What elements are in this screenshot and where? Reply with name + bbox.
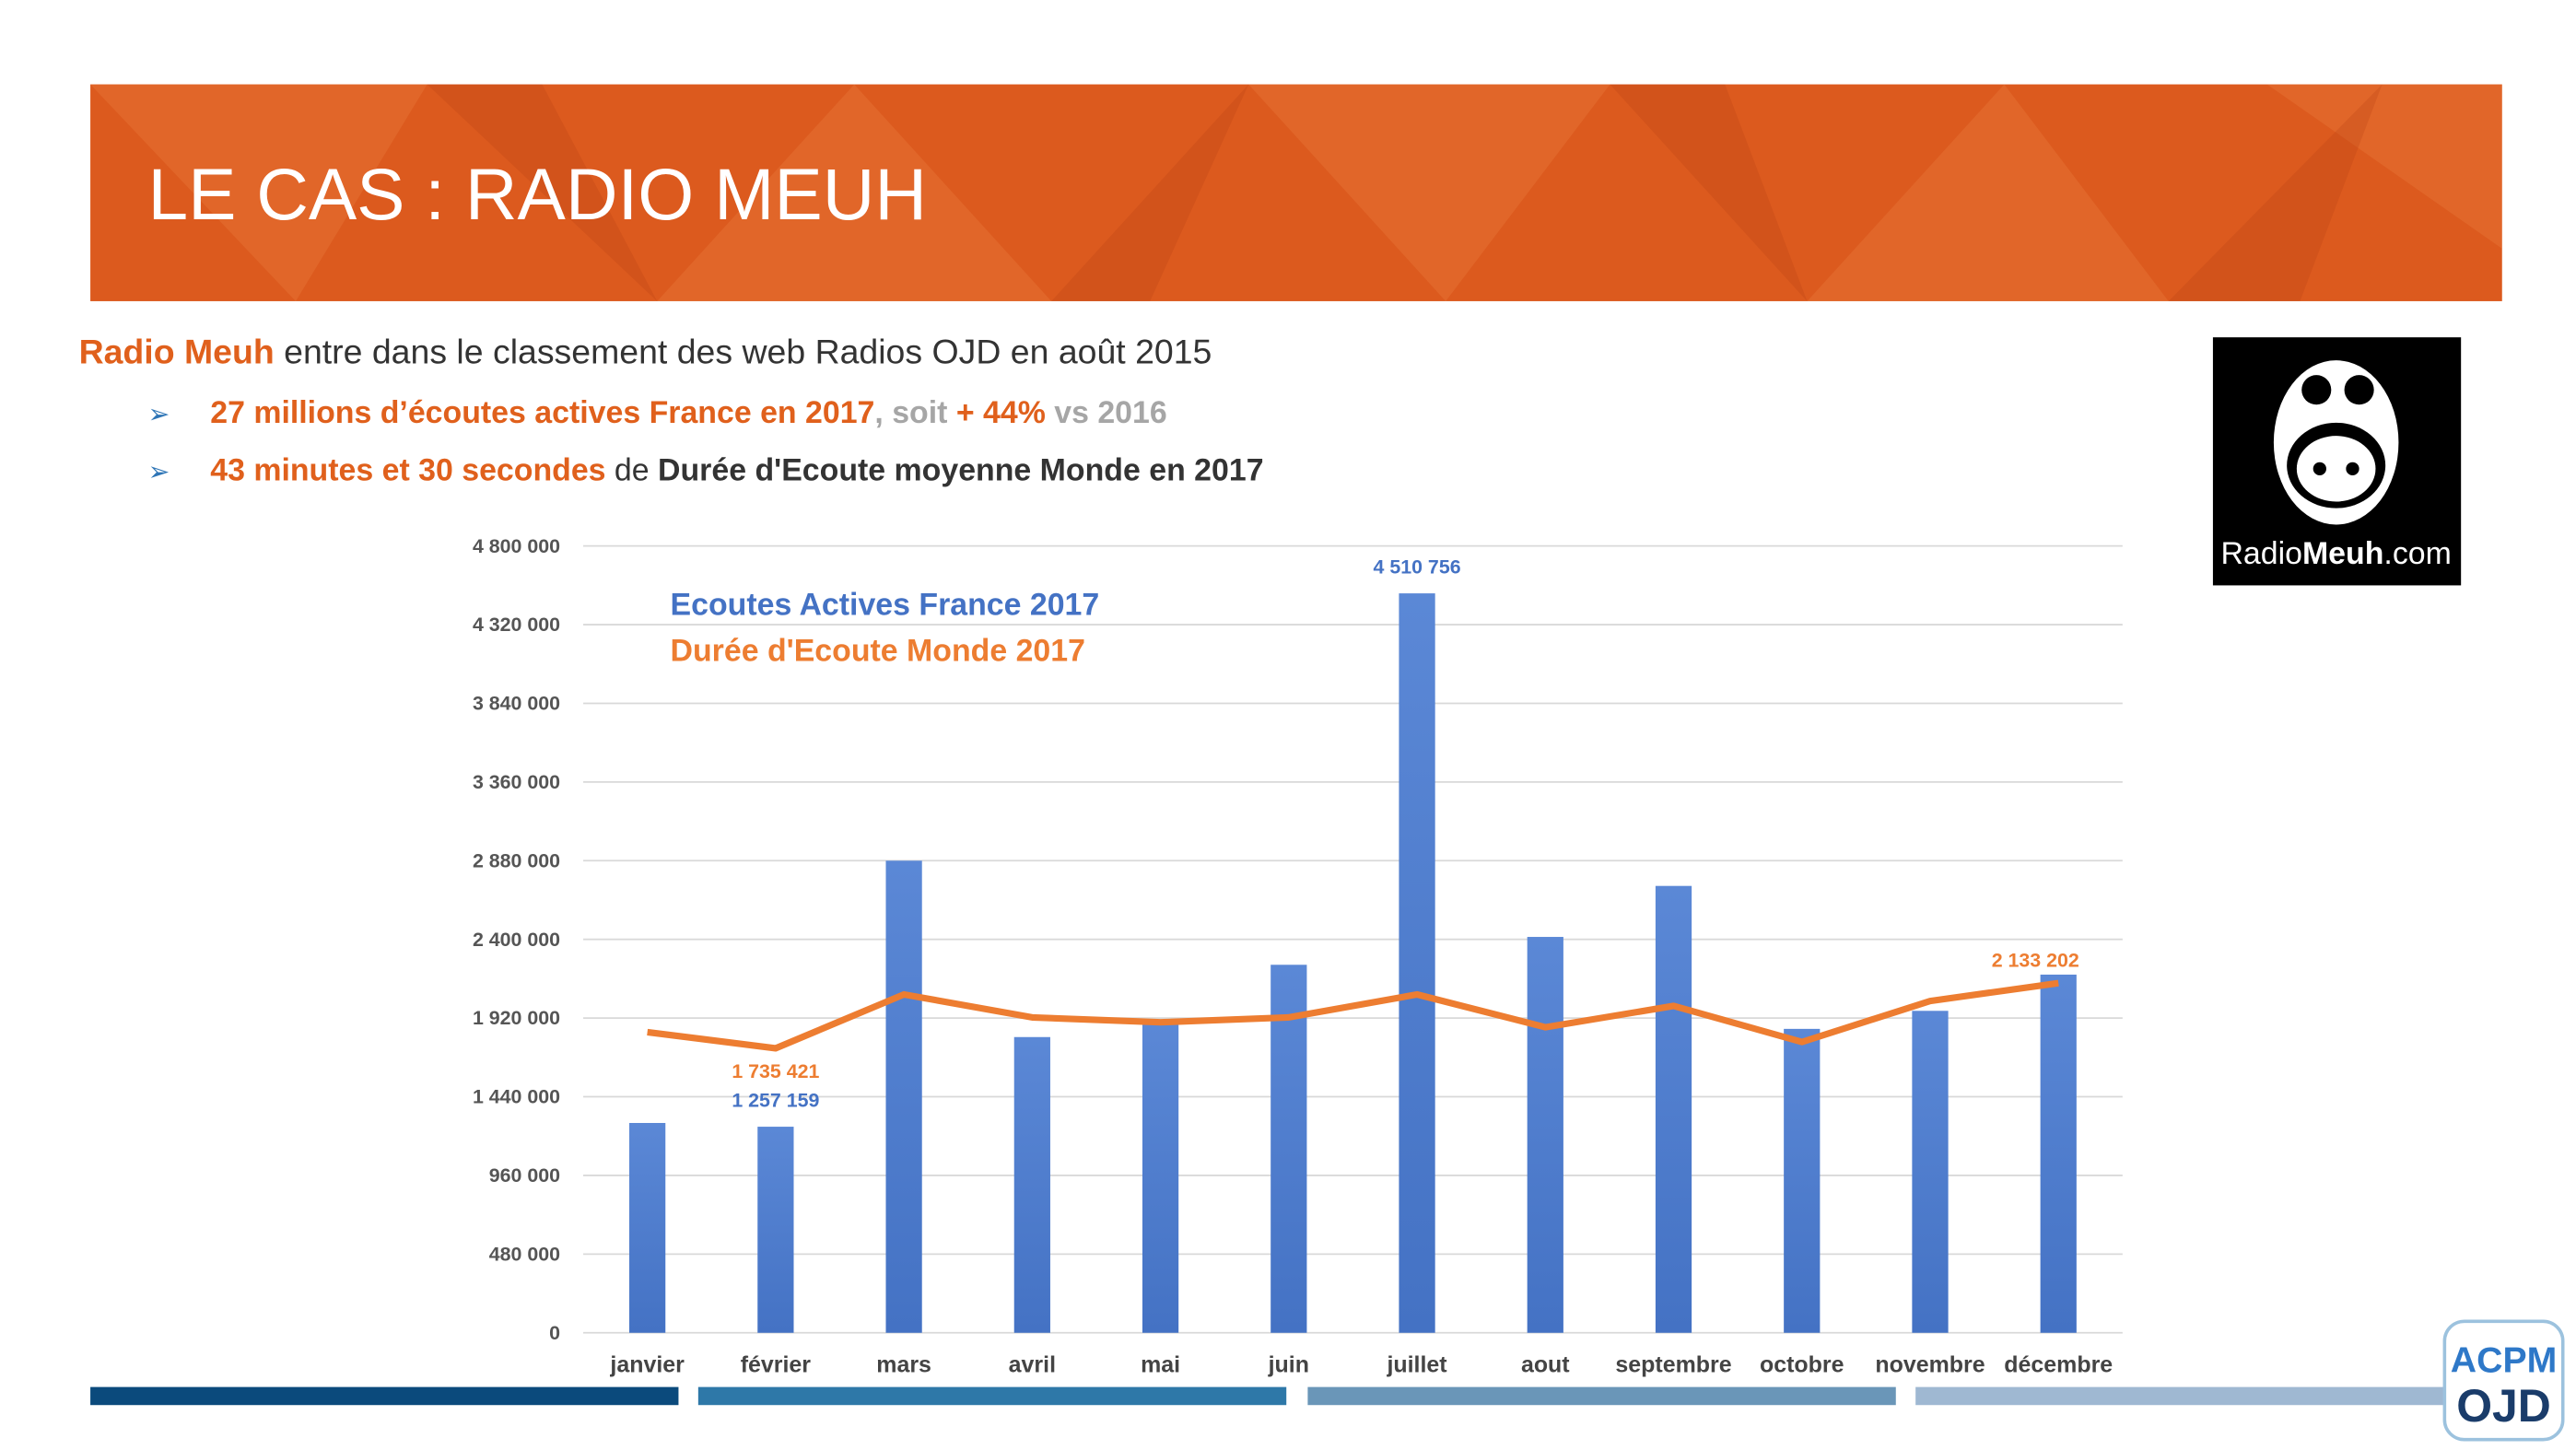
footer-stripe bbox=[1307, 1386, 1896, 1406]
bullet-arrow: ➢ bbox=[147, 457, 170, 486]
x-tick-label: juin bbox=[1268, 1352, 1309, 1378]
x-tick-label: décembre bbox=[2004, 1352, 2113, 1378]
bar bbox=[885, 860, 922, 1333]
bullet: 27 millions d’écoutes actives France en … bbox=[210, 395, 1166, 430]
y-tick-label: 3 840 000 bbox=[473, 693, 560, 715]
logo-text: OJD bbox=[2456, 1380, 2551, 1432]
bar bbox=[629, 1123, 666, 1333]
y-tick-label: 1 920 000 bbox=[473, 1007, 560, 1029]
x-tick-label: septembre bbox=[1615, 1352, 1731, 1378]
x-tick-label: octobre bbox=[1760, 1352, 1844, 1378]
x-tick-label: juillet bbox=[1386, 1352, 1446, 1378]
bar bbox=[1142, 1022, 1179, 1333]
chart: 0 480 000 960 000 1 440 000 1 920 000 2 400 0… bbox=[473, 535, 2123, 1378]
x-tick-label: mars bbox=[876, 1352, 931, 1378]
line bbox=[647, 979, 2059, 1052]
footer-stripe bbox=[697, 1386, 1287, 1406]
bullet-part: + 44% bbox=[956, 395, 1046, 430]
bar bbox=[1527, 937, 1563, 1333]
bar bbox=[1912, 1011, 1949, 1333]
data-label: 1 735 421 bbox=[732, 1060, 819, 1082]
x-tick-label: avril bbox=[1009, 1352, 1056, 1378]
intro: Radio Meuh entre dans le classement des … bbox=[79, 333, 1212, 371]
bar bbox=[1784, 1028, 1821, 1333]
bullet-part: vs 2016 bbox=[1046, 395, 1167, 430]
data-label: 4 510 756 bbox=[1374, 556, 1461, 579]
footer-stripe bbox=[1915, 1386, 2504, 1406]
x-tick-label: février bbox=[741, 1352, 812, 1378]
legend-entry: Durée d'Ecoute Monde 2017 bbox=[671, 633, 1085, 668]
bullet-part: 27 millions d’écoutes actives France en … bbox=[210, 395, 874, 430]
bullet-arrow: ➢ bbox=[147, 400, 170, 429]
intro-name: Radio Meuh bbox=[79, 333, 275, 371]
y-tick-label: 1 440 000 bbox=[473, 1086, 560, 1108]
radio-logo: RadioMeuh.com bbox=[2212, 337, 2462, 586]
y-tick-label: 4 800 000 bbox=[473, 535, 560, 557]
banner-pattern bbox=[90, 84, 2502, 301]
bar bbox=[2040, 974, 2077, 1333]
intro-text: entre dans le classement des web Radios … bbox=[275, 333, 1212, 371]
y-tick-label: 0 bbox=[549, 1322, 560, 1344]
bar bbox=[757, 1127, 794, 1333]
logo-text: Meuh bbox=[2302, 536, 2383, 571]
bar bbox=[1013, 1036, 1050, 1333]
y-tick-label: 2 880 000 bbox=[473, 849, 560, 871]
acpm-logo: ACPM OJD bbox=[2442, 1319, 2565, 1442]
y-tick-label: 480 000 bbox=[489, 1243, 560, 1265]
data-label: 1 257 159 bbox=[732, 1090, 819, 1112]
logo-text: ACPM bbox=[2451, 1340, 2557, 1381]
x-tick-label: mai bbox=[1141, 1352, 1180, 1378]
y-tick-label: 4 320 000 bbox=[473, 614, 560, 636]
bar bbox=[1270, 965, 1307, 1333]
banner bbox=[90, 84, 2502, 301]
x-tick-label: janvier bbox=[609, 1352, 685, 1378]
bullet-part: 43 minutes et 30 secondes bbox=[210, 452, 605, 487]
logo-text: .com bbox=[2383, 536, 2451, 571]
y-tick-label: 2 400 000 bbox=[473, 929, 560, 951]
bar bbox=[1655, 885, 1692, 1333]
x-tick-label: novembre bbox=[1875, 1352, 1985, 1378]
bar bbox=[1399, 593, 1435, 1333]
svg-text:RadioMeuh.com: RadioMeuh.com bbox=[2220, 536, 2451, 571]
logo-text: Radio bbox=[2220, 536, 2302, 571]
x-tick-label: aout bbox=[1521, 1352, 1570, 1378]
footer-stripe bbox=[90, 1386, 679, 1406]
y-tick-label: 960 000 bbox=[489, 1164, 560, 1187]
bullet-part: de bbox=[606, 452, 659, 487]
legend-entry: Ecoutes Actives France 2017 bbox=[671, 588, 1100, 623]
bullet-part: , soit bbox=[874, 395, 955, 430]
y-tick-label: 3 360 000 bbox=[473, 771, 560, 793]
bullet: 43 minutes et 30 secondes de Durée d'Eco… bbox=[210, 452, 1263, 487]
slide-title: LE CAS : RADIO MEUH bbox=[147, 154, 927, 235]
bullet-part: Durée d'Ecoute moyenne Monde en 2017 bbox=[658, 452, 1264, 487]
data-label: 2 133 202 bbox=[1992, 949, 2079, 971]
